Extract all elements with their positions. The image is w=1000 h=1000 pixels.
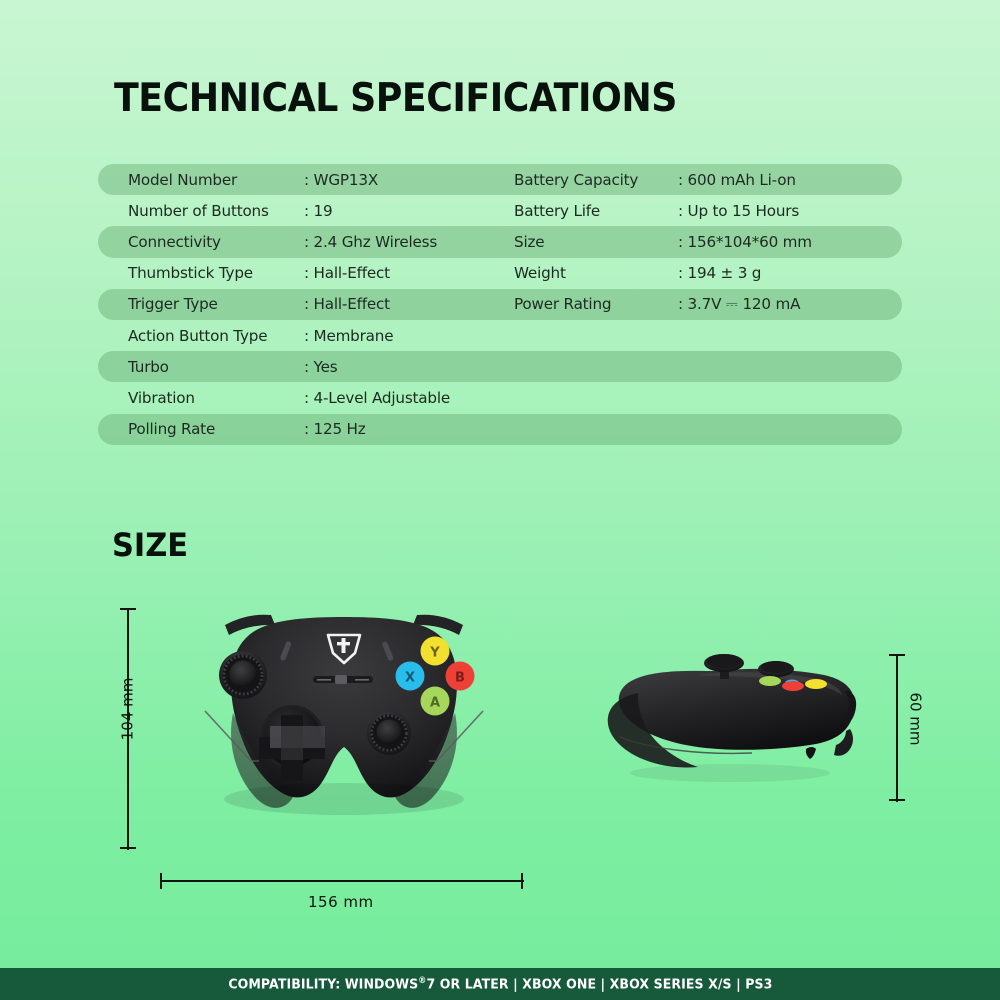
technical-specifications-table: Model Number : WGP13X Battery Capacity :… — [98, 164, 902, 445]
depth-dimension-cap-top — [889, 654, 905, 657]
side-left-thumbstick-icon — [704, 654, 744, 679]
svg-text:B: B — [455, 671, 465, 686]
spec-key: Power Rating — [514, 295, 612, 314]
face-button-x: X — [395, 661, 425, 691]
spec-key: Weight — [514, 264, 566, 283]
height-dimension-label: 104 mm — [118, 677, 137, 741]
spec-value: : 2.4 Ghz Wireless — [304, 232, 438, 251]
spec-key: Polling Rate — [128, 420, 216, 439]
spec-key: Trigger Type — [128, 295, 218, 314]
table-row: Connectivity : 2.4 Ghz Wireless Size : 1… — [98, 226, 902, 258]
brand-logo-icon — [326, 633, 362, 665]
side-button-y — [805, 679, 827, 689]
spec-value: : 125 Hz — [304, 420, 366, 439]
side-button-a — [759, 676, 781, 686]
spec-value: : Hall-Effect — [304, 264, 390, 283]
table-row: Turbo : Yes — [98, 351, 902, 383]
spec-value: : Membrane — [304, 326, 394, 345]
gamepad-front-view-image: Y X B A — [163, 603, 525, 853]
spec-key: Thumbstick Type — [128, 264, 253, 283]
spec-key: Connectivity — [128, 232, 221, 251]
compatibility-footer-bar: COMPATIBILITY: WINDOWS®7 OR LATER | XBOX… — [0, 968, 1000, 1000]
spec-key: Size — [514, 232, 545, 251]
dpad-icon — [259, 705, 325, 781]
size-section-title: SIZE — [112, 526, 189, 564]
spec-key: Action Button Type — [128, 326, 268, 345]
table-row: Vibration : 4-Level Adjustable — [98, 382, 902, 413]
width-dimension-line — [160, 880, 524, 883]
spec-value: : 19 — [304, 201, 333, 220]
depth-dimension-cap-bottom — [889, 799, 905, 802]
gamepad-side-view-image — [600, 645, 875, 805]
spec-key: Battery Capacity — [514, 170, 639, 189]
depth-dimension-label: 60 mm — [906, 692, 925, 746]
side-right-thumbstick-icon — [758, 661, 794, 681]
width-dimension-label: 156 mm — [308, 893, 374, 911]
spec-value: : Hall-Effect — [304, 295, 390, 314]
spec-value: : 156*104*60 mm — [678, 232, 812, 251]
height-dimension-cap-bottom — [120, 847, 136, 850]
spec-value: : Yes — [304, 357, 338, 376]
compatibility-footer-text: COMPATIBILITY: WINDOWS®7 OR LATER | XBOX… — [228, 976, 772, 992]
face-button-b: B — [445, 661, 475, 691]
spec-value: : WGP13X — [304, 170, 379, 189]
registered-trademark-icon: ® — [417, 975, 427, 986]
right-thumbstick-icon — [367, 711, 411, 755]
height-dimension-line — [127, 608, 130, 850]
depth-dimension-line — [896, 654, 899, 802]
svg-text:A: A — [430, 696, 440, 711]
height-dimension-cap-top — [120, 608, 136, 611]
width-dimension-cap-left — [160, 873, 163, 889]
table-row: Action Button Type : Membrane — [98, 320, 902, 351]
face-button-a: A — [420, 686, 450, 716]
spec-value: : 194 ± 3 g — [678, 264, 762, 283]
table-row: Model Number : WGP13X Battery Capacity :… — [98, 164, 902, 196]
spec-key: Turbo — [128, 357, 169, 376]
side-button-b — [782, 681, 804, 691]
spec-key: Model Number — [128, 170, 238, 189]
spec-value: : 3.7V ⎓ 120 mA — [678, 294, 801, 313]
table-row: Trigger Type : Hall-Effect Power Rating … — [98, 288, 902, 320]
footer-prefix: COMPATIBILITY: WINDOWS — [227, 977, 418, 993]
svg-text:X: X — [405, 671, 415, 686]
spec-value: : Up to 15 Hours — [678, 201, 800, 220]
table-row: Number of Buttons : 19 Battery Life : Up… — [98, 195, 902, 226]
table-row: Thumbstick Type : Hall-Effect Weight : 1… — [98, 258, 902, 289]
face-button-y: Y — [420, 636, 450, 666]
table-row: Polling Rate : 125 Hz — [98, 413, 902, 445]
spec-value: : 4-Level Adjustable — [304, 388, 450, 407]
spec-key: Vibration — [128, 388, 195, 407]
width-dimension-cap-right — [521, 873, 524, 889]
left-thumbstick-icon — [219, 651, 267, 699]
page-title: TECHNICAL SPECIFICATIONS — [114, 76, 677, 121]
spec-key: Number of Buttons — [128, 201, 269, 220]
spec-value: : 600 mAh Li-on — [678, 170, 796, 189]
spec-key: Battery Life — [514, 201, 601, 220]
svg-text:Y: Y — [429, 646, 440, 661]
footer-suffix: 7 OR LATER | XBOX ONE | XBOX SERIES X/S … — [426, 977, 773, 993]
